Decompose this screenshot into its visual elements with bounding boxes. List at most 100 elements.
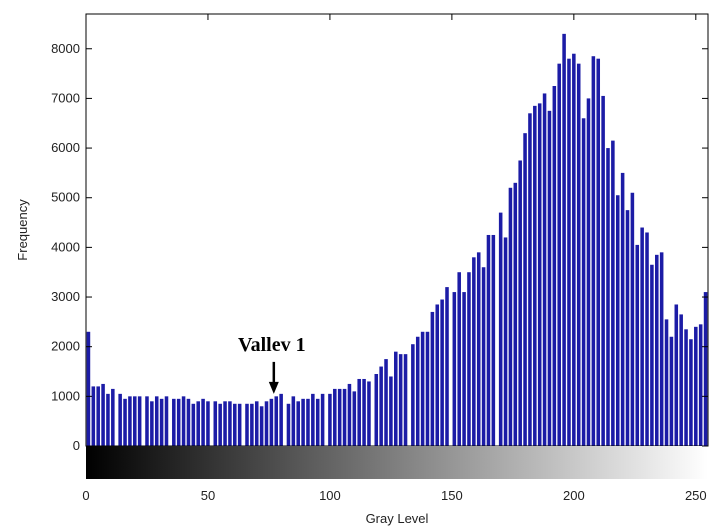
histogram-bar [306,398,310,446]
histogram-bar [425,331,430,446]
histogram-bar [620,172,625,446]
histogram-bar [172,398,176,446]
histogram-bar [411,344,415,446]
y-tick-label: 7000 [51,90,80,105]
histogram-bar [337,388,342,446]
histogram-bar [467,272,471,446]
y-tick-label: 4000 [51,239,80,254]
histogram-bar [498,212,503,446]
histogram-bar [567,58,571,446]
y-tick-label: 8000 [51,41,80,56]
histogram-bar [106,393,110,446]
histogram-bar [486,234,491,446]
histogram-bar [111,388,115,446]
x-tick-label: 100 [319,488,341,503]
histogram-bar [254,401,259,446]
histogram-bar [269,398,274,446]
x-tick-label: 50 [201,488,215,503]
histogram-bar [572,53,576,446]
histogram-bar [533,105,537,447]
histogram-bar [347,383,352,446]
histogram-bar [118,393,122,446]
histogram-bar [689,339,693,446]
histogram-bar [518,160,522,447]
histogram-bar [245,403,249,446]
histogram-bar [137,396,142,446]
y-tick-label: 1000 [51,388,80,403]
histogram-bar [259,406,264,446]
histogram-bar [164,396,169,446]
histogram-bar [91,386,96,446]
histogram-bar [145,396,149,446]
histogram-bar [403,354,408,446]
histogram-bar [650,264,654,446]
histogram-bar [445,287,449,446]
histogram-bar [176,398,181,446]
histogram-bar [462,292,466,446]
histogram-bar [557,63,561,446]
annotation-arrow-head [268,381,279,394]
histogram-bar [286,403,291,446]
y-tick-label: 6000 [51,140,80,155]
histogram-bar [640,227,644,446]
bars-group [86,33,708,447]
histogram-bar [698,324,703,446]
histogram-bar [274,396,279,446]
histogram-bar [440,299,444,446]
histogram-bar [635,244,640,446]
histogram-bar [415,336,420,446]
histogram-bar [513,182,518,446]
histogram-bar [615,195,620,446]
histogram-bar [291,396,296,446]
histogram-bar [452,292,457,446]
histogram-bar [611,140,615,446]
histogram-bar [320,393,325,446]
histogram-bar [508,187,513,447]
histogram-bar [357,378,361,446]
histogram-bar [694,326,698,446]
histogram-bar [159,398,164,446]
x-tick-label: 200 [563,488,585,503]
histogram-bar [625,210,630,446]
x-tick-label: 250 [685,488,707,503]
histogram-bar [342,388,347,446]
histogram-bar [576,63,581,446]
y-tick-label: 5000 [51,190,80,205]
x-axis: 0 50 100 150 200 250 [82,14,707,503]
histogram-bar [679,314,683,446]
histogram-bar [664,319,669,446]
histogram-bar [547,110,552,446]
histogram-bar [233,403,237,446]
histogram-bar [684,329,688,446]
histogram-bar [181,396,186,446]
histogram-bar [133,396,137,446]
histogram-bar [630,192,635,446]
histogram-bar [384,359,388,446]
histogram-bar [150,401,154,446]
histogram-bar [123,398,127,446]
histogram-bar [537,103,542,446]
histogram-bar [394,351,398,446]
histogram-bar [491,234,496,446]
histogram-bar [250,403,254,446]
y-axis: 0 1000 2000 3000 4000 5000 6000 7000 8000 [51,41,708,453]
histogram-bar [430,311,435,446]
histogram-bar [228,401,232,446]
histogram-bar [101,383,105,446]
histogram-bar [206,401,210,446]
histogram-bar [367,381,371,446]
histogram-bar [476,252,481,446]
histogram-bar [218,403,222,446]
histogram-bar [669,336,674,446]
histogram-bar [96,386,100,446]
histogram-bar [581,118,586,446]
y-tick-label: 0 [73,438,80,453]
histogram-bar [86,331,91,446]
histogram-bar [645,232,649,446]
histogram-bar [481,267,486,446]
histogram-bar [674,304,679,446]
histogram-bar [328,393,332,446]
histogram-bar [196,401,200,446]
y-tick-label: 2000 [51,339,80,354]
